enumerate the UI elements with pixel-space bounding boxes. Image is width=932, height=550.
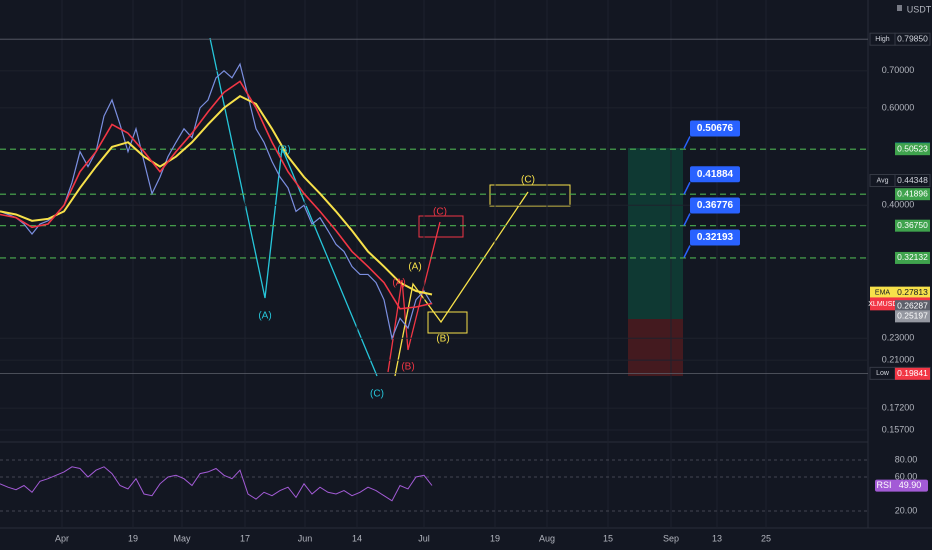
- x-tick-label: 15: [603, 533, 613, 543]
- x-tick-label: 25: [761, 533, 771, 543]
- wave-label: (A): [258, 311, 271, 322]
- rsi-tag: [875, 479, 928, 492]
- target-box-yellow: [489, 184, 571, 207]
- price-tag: [895, 219, 930, 232]
- price-tag-name: EMA: [875, 289, 891, 296]
- wave-label: (B): [436, 334, 449, 345]
- y-tick-label: 0.23000: [882, 333, 915, 343]
- wave-label: (B): [277, 145, 290, 156]
- price-tag-name: XLMUSDT: [868, 301, 902, 308]
- price-tag-name-bg: [870, 298, 900, 311]
- price-tag: [895, 300, 930, 313]
- wave-label: (C): [433, 207, 447, 218]
- target-pointer: [683, 136, 691, 149]
- target-pointer: [683, 245, 691, 258]
- ema-line: [0, 80, 433, 310]
- target-label: 0.41884: [697, 169, 734, 180]
- y-tick-label: 0.40000: [882, 200, 915, 210]
- rsi-line: [0, 466, 433, 502]
- price-tag-name: Low: [876, 370, 890, 377]
- price-tag: [895, 251, 930, 264]
- y-tick-label: 0.60000: [882, 102, 915, 112]
- price-tag-name-bg: [870, 286, 895, 299]
- x-tick-label: 13: [712, 533, 722, 543]
- price-tag-name: High: [875, 36, 890, 43]
- x-tick-label: 19: [128, 533, 138, 543]
- price-tag: [895, 310, 930, 323]
- rsi-tick-label: 80.00: [895, 454, 918, 464]
- y-tick-label: 0.17200: [882, 402, 915, 412]
- price-tag-label: 0.25197: [897, 311, 928, 321]
- target-callout: [690, 197, 740, 214]
- price-line: [0, 62, 433, 341]
- x-tick-label: May: [173, 533, 191, 543]
- target-callout: [690, 120, 740, 137]
- target-box-red: [418, 215, 464, 238]
- x-tick-label: 17: [240, 533, 250, 543]
- profit-zone: [628, 148, 683, 319]
- target-label: 0.36776: [697, 200, 734, 211]
- price-tag-label: 0.32132: [897, 252, 928, 262]
- x-tick-label: 14: [352, 533, 362, 543]
- rsi-tag-value: 49.90: [899, 480, 922, 490]
- wave-label: (A): [408, 262, 421, 273]
- price-tag: [895, 188, 930, 201]
- price-tag-label: 0.44348: [897, 175, 928, 185]
- price-tag-label: 0.41896: [897, 188, 928, 198]
- price-tag-name: Avg: [877, 177, 889, 184]
- y-tick-label: 0.15700: [882, 424, 915, 434]
- x-tick-label: Apr: [55, 533, 69, 543]
- x-tick-label: Jul: [418, 533, 430, 543]
- price-tag-label: 0.36750: [897, 220, 928, 230]
- wave-label: (C): [370, 389, 384, 400]
- price-tag-label: 0.79850: [897, 33, 928, 43]
- target-callout: [690, 229, 740, 246]
- x-tick-label: Aug: [539, 533, 555, 543]
- x-tick-label: Sep: [663, 533, 679, 543]
- price-tag: [894, 174, 931, 188]
- wave-yellow: [394, 191, 529, 377]
- target-label: 0.50676: [697, 123, 734, 134]
- price-tag-label: 0.27813: [897, 287, 928, 297]
- wave-label: (B): [401, 362, 414, 373]
- target-box-yellow: [427, 311, 468, 334]
- rsi-tick-label: 60.00: [895, 471, 918, 481]
- loss-zone: [628, 319, 683, 376]
- price-tag-label: 0.19841: [897, 368, 928, 378]
- wave-label: (C): [521, 175, 535, 186]
- rsi-tick-label: 20.00: [895, 505, 918, 515]
- target-label: 0.32193: [697, 232, 734, 243]
- rsi-tag-name: RSI: [876, 480, 891, 490]
- target-pointer: [683, 213, 691, 226]
- lock-icon: [897, 5, 902, 11]
- ema-line: [0, 94, 433, 296]
- price-tag: [895, 286, 930, 299]
- y-tick-label: 0.21000: [882, 355, 915, 365]
- price-tag: [895, 367, 930, 380]
- wave-label: (A): [392, 278, 405, 289]
- price-tag-label: 0.26287: [897, 300, 928, 310]
- x-tick-label: 19: [490, 533, 500, 543]
- target-callout: [690, 166, 740, 183]
- y-tick-label: 0.70000: [882, 65, 915, 75]
- price-tag: [894, 32, 931, 46]
- currency-label: USDT: [907, 4, 932, 14]
- price-tag-label: 0.50523: [897, 143, 928, 153]
- target-pointer: [683, 181, 691, 195]
- wave-cyan: [209, 37, 378, 377]
- x-tick-label: Jun: [298, 533, 313, 543]
- price-tag: [895, 143, 930, 156]
